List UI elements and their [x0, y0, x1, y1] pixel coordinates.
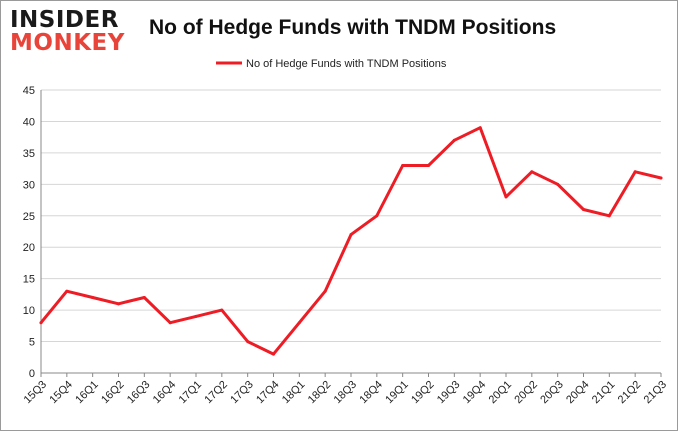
data-point — [401, 163, 405, 167]
axes — [40, 90, 662, 377]
y-tick-label: 10 — [23, 305, 35, 317]
x-tick-labels: 15Q315Q416Q116Q216Q316Q417Q117Q217Q317Q4… — [22, 379, 670, 407]
x-tick-label: 17Q1 — [177, 379, 205, 407]
x-tick-label: 17Q3 — [228, 379, 256, 407]
series-layer — [39, 126, 663, 356]
logo-line-1: INSIDER — [10, 7, 119, 33]
insider-monkey-logo: INSIDER MONKEY — [8, 7, 128, 55]
y-tick-label: 15 — [23, 274, 35, 286]
x-tick-label: 19Q2 — [409, 379, 437, 407]
y-tick-label: 40 — [23, 116, 35, 128]
gridlines — [41, 89, 661, 343]
x-tick-label: 16Q1 — [73, 379, 101, 407]
x-tick-label: 17Q4 — [254, 379, 282, 407]
data-point — [530, 170, 534, 174]
data-point — [633, 170, 637, 174]
x-tick-label: 19Q1 — [383, 379, 411, 407]
x-tick-label: 20Q1 — [487, 379, 515, 407]
x-tick-label: 19Q4 — [461, 379, 489, 407]
data-point — [607, 214, 611, 218]
y-tick-labels: 0 5 10 15 20 25 30 35 40 45 — [23, 85, 35, 380]
x-tick-label: 18Q3 — [332, 379, 360, 407]
data-point — [194, 314, 198, 318]
y-tick-label: 35 — [23, 148, 35, 160]
legend: No of Hedge Funds with TNDM Positions — [216, 58, 447, 70]
data-point — [91, 296, 95, 300]
data-point — [142, 296, 146, 300]
data-point — [375, 214, 379, 218]
x-tick-label: 18Q2 — [306, 379, 334, 407]
x-tick-label: 18Q1 — [280, 379, 308, 407]
x-tick-label: 18Q4 — [357, 379, 385, 407]
y-tick-label: 30 — [23, 179, 35, 191]
x-tick-label: 20Q2 — [512, 379, 540, 407]
data-point — [582, 207, 585, 211]
y-tick-label: 25 — [23, 211, 35, 223]
data-point — [478, 126, 482, 130]
data-point — [504, 195, 508, 199]
x-tick-label: 21Q3 — [642, 379, 670, 407]
y-tick-label: 5 — [29, 337, 35, 349]
data-point — [246, 340, 250, 344]
y-tick-label: 0 — [29, 368, 35, 380]
logo-line-2: MONKEY — [10, 30, 125, 56]
legend-label: No of Hedge Funds with TNDM Positions — [246, 58, 447, 70]
y-tick-label: 20 — [23, 242, 35, 254]
y-tick-label: 45 — [23, 85, 35, 97]
data-point — [117, 302, 120, 306]
data-point — [297, 321, 301, 325]
data-point — [349, 233, 353, 237]
x-tick-label: 15Q4 — [47, 379, 75, 407]
data-point — [65, 289, 69, 293]
x-tick-label: 21Q2 — [616, 379, 644, 407]
x-tick-label: 20Q3 — [538, 379, 566, 407]
data-point — [39, 321, 43, 325]
x-tick-label: 21Q1 — [590, 379, 618, 407]
data-point — [452, 138, 456, 142]
series-line — [39, 126, 663, 356]
x-tick-label: 17Q2 — [202, 379, 230, 407]
x-tick-label: 16Q3 — [125, 379, 153, 407]
data-point — [323, 289, 327, 293]
data-point — [427, 163, 430, 167]
x-tick-label: 19Q3 — [435, 379, 463, 407]
data-point — [556, 182, 560, 186]
x-tick-label: 16Q4 — [151, 379, 179, 407]
data-point — [220, 308, 224, 312]
data-point — [659, 176, 663, 180]
data-point — [272, 352, 275, 356]
chart-title: No of Hedge Funds with TNDM Positions — [149, 16, 557, 39]
x-tick-label: 15Q3 — [22, 379, 50, 407]
x-tick-label: 20Q4 — [564, 379, 592, 407]
x-tick-label: 16Q2 — [99, 379, 127, 407]
data-point — [168, 321, 172, 325]
